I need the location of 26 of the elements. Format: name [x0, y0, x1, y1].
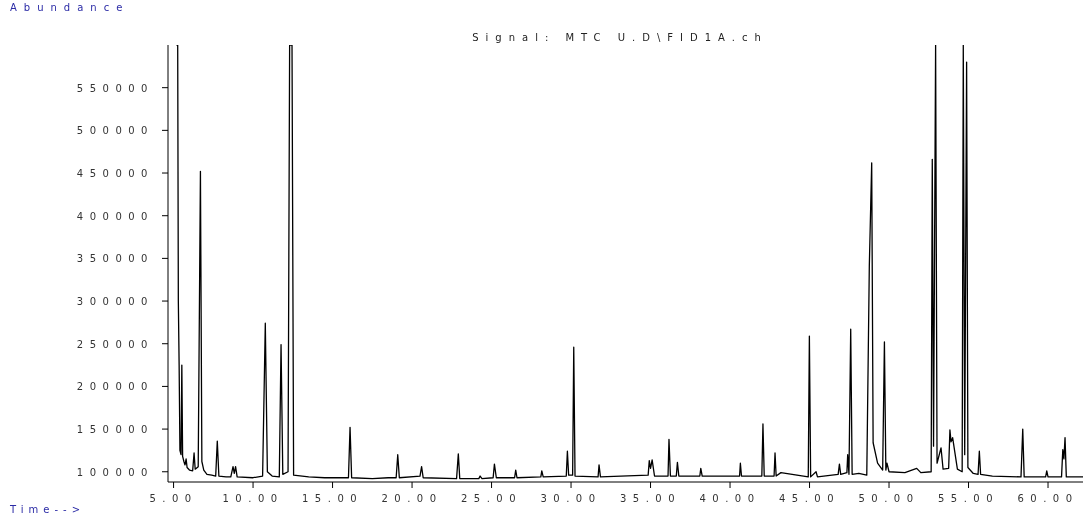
x-tick-label: 30.00	[540, 493, 602, 504]
x-tick-label: 15.00	[301, 493, 364, 504]
y-tick-label: 300000	[76, 296, 154, 308]
x-tick-label: 25.00	[460, 493, 523, 504]
y-tick-label: 150000	[76, 424, 154, 436]
x-tick-label: 40.00	[699, 493, 761, 504]
x-tick-label: 55.00	[937, 493, 1000, 504]
y-axis-title: Abundance	[10, 2, 130, 13]
x-tick-label: 5.00	[149, 493, 198, 504]
y-tick-label: 100000	[76, 466, 154, 478]
x-tick-label: 60.00	[1017, 493, 1079, 504]
y-tick-label: 200000	[76, 381, 154, 393]
x-tick-label: 35.00	[619, 493, 682, 504]
x-tick-label: 50.00	[858, 493, 920, 504]
line-series	[175, 45, 1083, 480]
chart-title: Signal: MTC U.D\FID1A.ch	[471, 32, 769, 43]
y-tick-label: 550000	[76, 82, 154, 94]
x-tick-label: 45.00	[778, 493, 841, 504]
y-tick-label: 500000	[76, 125, 154, 137]
y-tick-label: 350000	[76, 253, 154, 265]
y-tick-label: 400000	[76, 210, 154, 222]
y-tick-label: 450000	[76, 168, 154, 180]
x-tick-label: 10.00	[222, 493, 284, 504]
x-tick-label: 20.00	[381, 493, 443, 504]
x-axis-title: Time-->	[10, 504, 86, 515]
y-tick-label: 250000	[76, 338, 154, 350]
